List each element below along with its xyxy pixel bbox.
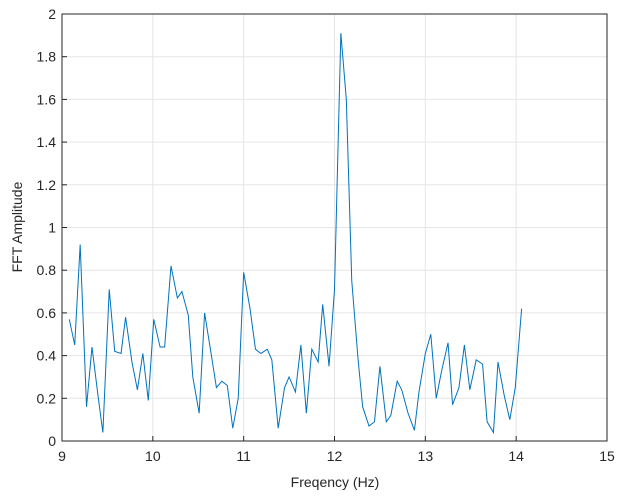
x-tick-label: 13 bbox=[418, 448, 434, 464]
x-tick-label: 10 bbox=[145, 448, 161, 464]
x-tick-label: 15 bbox=[599, 448, 615, 464]
y-tick-label: 1.8 bbox=[37, 49, 57, 65]
x-tick-label: 14 bbox=[508, 448, 524, 464]
y-tick-label: 1.4 bbox=[37, 134, 57, 150]
data-line bbox=[68, 33, 523, 435]
y-tick-label: 1.6 bbox=[37, 91, 57, 107]
plot-frame bbox=[61, 13, 608, 442]
y-tick-label: 0.8 bbox=[37, 262, 57, 278]
x-axis-label: Freqency (Hz) bbox=[291, 474, 380, 490]
y-tick-label: 1.2 bbox=[37, 177, 57, 193]
x-tick-label: 9 bbox=[58, 448, 66, 464]
y-tick-label: 1 bbox=[48, 220, 56, 236]
y-tick-label: 0 bbox=[48, 433, 56, 449]
y-tick-label: 2 bbox=[48, 6, 56, 22]
y-axis-label: FFT Amplitude bbox=[9, 181, 25, 272]
x-tick-label: 12 bbox=[327, 448, 343, 464]
y-tick-label: 0.6 bbox=[37, 305, 57, 321]
x-tick-label: 11 bbox=[236, 448, 251, 464]
y-tick-label: 0.2 bbox=[37, 390, 57, 406]
y-tick-label: 0.4 bbox=[37, 348, 57, 364]
